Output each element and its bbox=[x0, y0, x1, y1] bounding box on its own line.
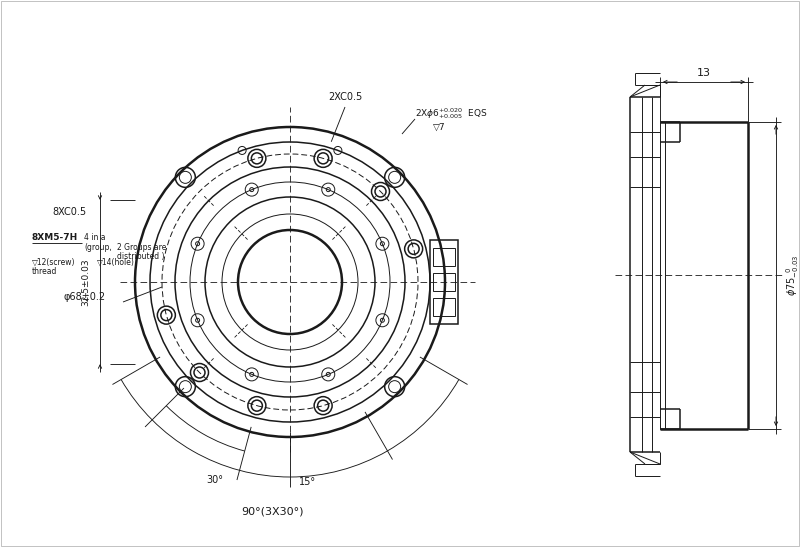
Bar bbox=[433, 298, 455, 316]
Text: 8XM5-7H: 8XM5-7H bbox=[32, 232, 78, 241]
Text: ▽14(hole): ▽14(hole) bbox=[97, 258, 135, 266]
Text: thread: thread bbox=[32, 267, 58, 276]
Bar bbox=[433, 248, 455, 266]
Text: 15°: 15° bbox=[299, 477, 317, 487]
Text: φ68±0.2: φ68±0.2 bbox=[63, 292, 105, 302]
Text: 32.5±0.03: 32.5±0.03 bbox=[82, 258, 90, 306]
Bar bbox=[430, 240, 458, 324]
Text: (group,: (group, bbox=[84, 242, 112, 252]
Text: 2XC0.5: 2XC0.5 bbox=[328, 92, 362, 102]
Text: ▽12(screw): ▽12(screw) bbox=[32, 258, 75, 266]
Text: 13: 13 bbox=[697, 68, 711, 78]
Text: 90°(3X30°): 90°(3X30°) bbox=[241, 507, 303, 517]
Bar bbox=[433, 273, 455, 291]
Text: $\phi$75$^{\ \ 0}_{-0.03}$: $\phi$75$^{\ \ 0}_{-0.03}$ bbox=[784, 254, 800, 295]
Text: ▽7: ▽7 bbox=[433, 123, 446, 131]
Text: 8XC0.5: 8XC0.5 bbox=[52, 207, 86, 217]
Text: 2X$\phi$6$^{+0.020}_{+0.005}$  EQS: 2X$\phi$6$^{+0.020}_{+0.005}$ EQS bbox=[415, 107, 488, 121]
Text: 2 Groups are: 2 Groups are bbox=[117, 242, 166, 252]
Text: 4 in a: 4 in a bbox=[84, 232, 106, 241]
Text: distributed ): distributed ) bbox=[117, 253, 165, 261]
Text: 30°: 30° bbox=[206, 475, 223, 485]
